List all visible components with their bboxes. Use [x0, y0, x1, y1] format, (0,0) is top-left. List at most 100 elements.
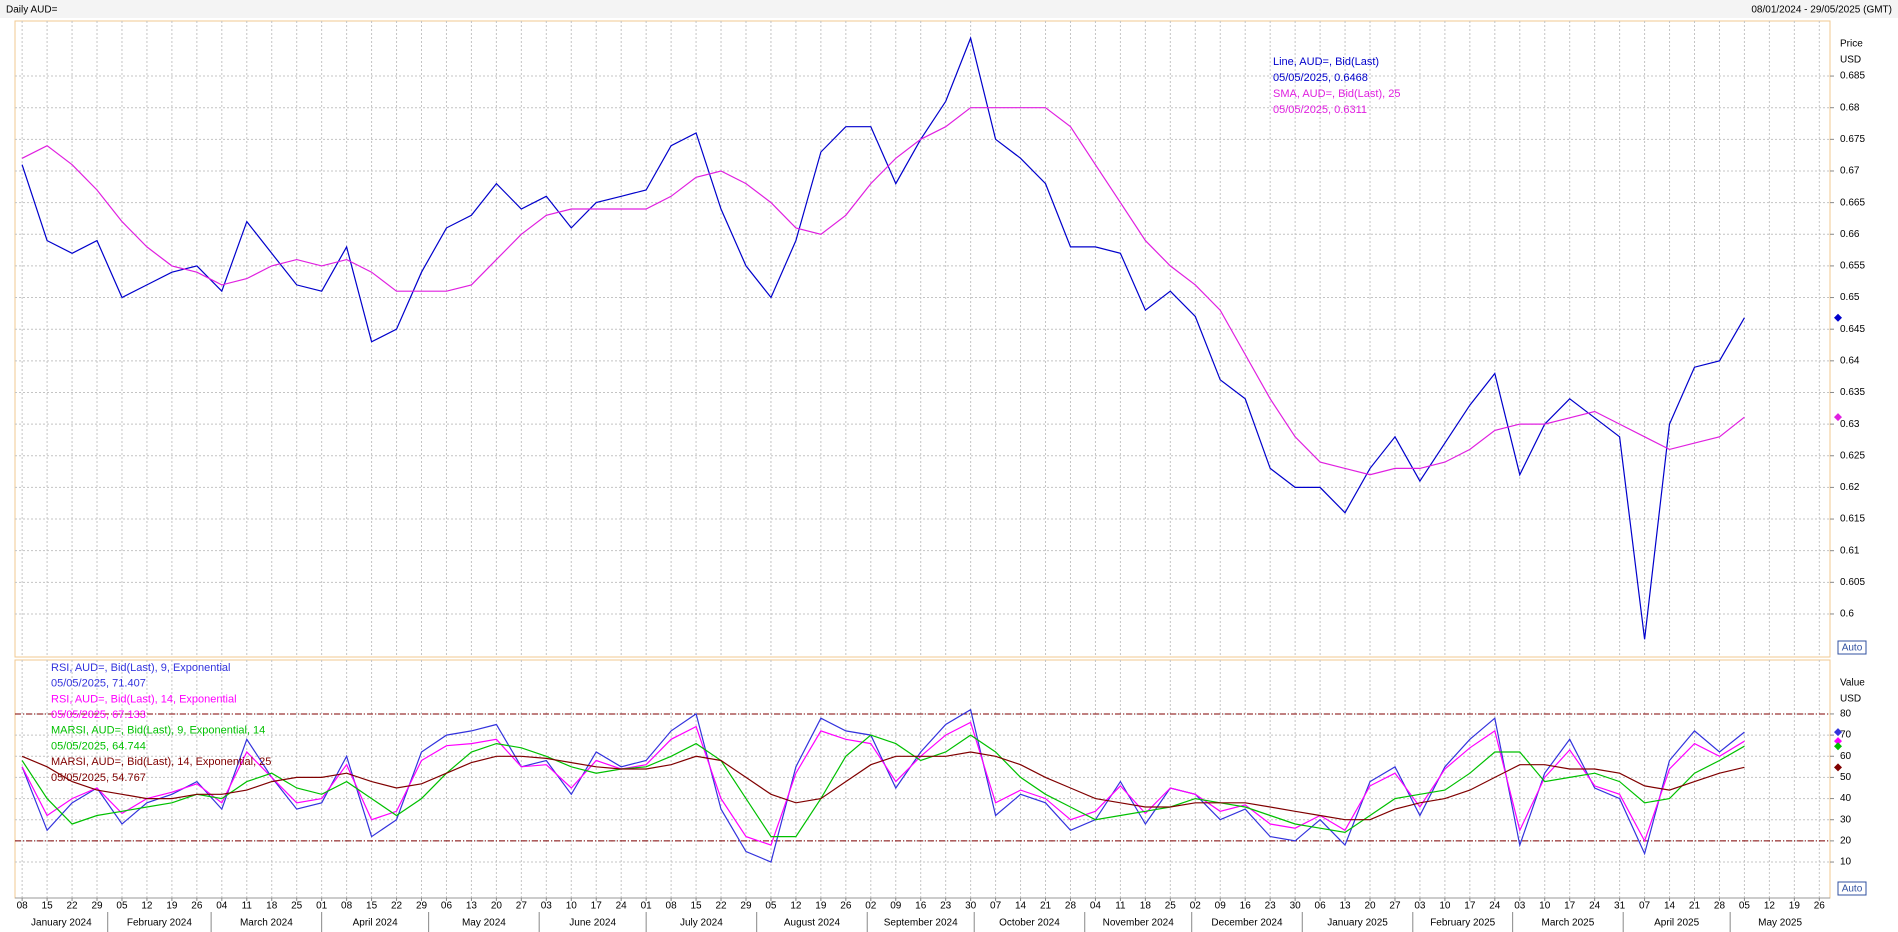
x-tick-label: 15	[366, 901, 378, 912]
legend-name: MARSI, AUD=, Bid(Last), 9, Exponential, …	[51, 725, 265, 737]
last-value-marker	[1834, 313, 1842, 322]
month-label: August 2024	[784, 918, 841, 929]
legend-value: 05/05/2025, 0.6311	[1273, 104, 1367, 116]
y-tick-label: 0.66	[1840, 229, 1860, 240]
x-tick-label: 17	[1564, 901, 1576, 912]
x-tick-label: 25	[1165, 901, 1177, 912]
y-tick-label: 0.675	[1840, 134, 1865, 145]
last-value-marker	[1834, 413, 1842, 422]
x-tick-label: 14	[1015, 901, 1027, 912]
x-tick-label: 30	[1290, 901, 1302, 912]
y-tick-label: 0.67	[1840, 166, 1860, 177]
x-tick-label: 08	[17, 901, 29, 912]
x-tick-label: 22	[391, 901, 403, 912]
x-tick-label: 07	[990, 901, 1002, 912]
y-tick-label: 60	[1840, 751, 1852, 762]
month-label: December 2024	[1211, 918, 1283, 929]
last-value-marker	[1834, 763, 1842, 772]
series-line	[21, 107, 1745, 476]
last-value-marker	[1834, 728, 1842, 737]
x-tick-label: 04	[216, 901, 228, 912]
series-line	[21, 734, 1745, 838]
x-tick-label: 17	[1464, 901, 1476, 912]
month-label: June 2024	[569, 918, 616, 929]
x-tick-label: 10	[1539, 901, 1551, 912]
legend-name: SMA, AUD=, Bid(Last), 25	[1273, 88, 1400, 100]
y-tick-label: 0.665	[1840, 197, 1865, 208]
month-label: November 2024	[1103, 918, 1175, 929]
y-tick-label: 0.64	[1840, 355, 1860, 366]
x-tick-label: 13	[1339, 901, 1351, 912]
x-tick-label: 05	[116, 901, 128, 912]
y-tick-label: 0.6	[1840, 609, 1854, 620]
x-tick-label: 30	[965, 901, 977, 912]
x-tick-label: 05	[1739, 901, 1751, 912]
y-axis-unit: USD	[1840, 55, 1861, 66]
y-tick-label: 20	[1840, 836, 1852, 847]
series-line	[21, 751, 1745, 821]
y-tick-label: 0.62	[1840, 482, 1860, 493]
x-tick-label: 11	[1115, 901, 1126, 912]
y-axis-label: Price	[1840, 39, 1863, 50]
x-tick-label: 09	[1215, 901, 1227, 912]
auto-button-label[interactable]: Auto	[1842, 643, 1863, 654]
x-tick-label: 09	[890, 901, 902, 912]
x-tick-label: 08	[666, 901, 678, 912]
x-tick-label: 21	[1040, 901, 1052, 912]
x-tick-label: 22	[715, 901, 727, 912]
series-line	[21, 721, 1745, 846]
auto-button[interactable]	[1837, 881, 1867, 896]
y-tick-label: 0.625	[1840, 450, 1865, 461]
x-tick-label: 24	[1589, 901, 1601, 912]
x-tick-label: 08	[341, 901, 353, 912]
x-tick-label: 19	[166, 901, 178, 912]
header-bar	[0, 0, 1898, 18]
x-tick-label: 03	[1514, 901, 1526, 912]
x-tick-label: 23	[940, 901, 952, 912]
x-tick-label: 24	[1489, 901, 1501, 912]
x-tick-label: 24	[616, 901, 628, 912]
month-label: February 2024	[127, 918, 192, 929]
x-tick-label: 29	[740, 901, 752, 912]
x-tick-label: 06	[441, 901, 453, 912]
y-tick-label: 50	[1840, 772, 1852, 783]
auto-button[interactable]	[1837, 640, 1867, 655]
x-tick-label: 19	[815, 901, 827, 912]
header-range: 08/01/2024 - 29/05/2025 (GMT)	[1751, 5, 1892, 16]
x-tick-label: 12	[790, 901, 802, 912]
x-tick-label: 27	[516, 901, 528, 912]
y-tick-label: 0.65	[1840, 292, 1860, 303]
legend-value: 05/05/2025, 67.133	[51, 709, 146, 721]
legend-name: RSI, AUD=, Bid(Last), 14, Exponential	[51, 693, 237, 705]
month-label: September 2024	[884, 918, 958, 929]
legend-value: 05/05/2025, 71.407	[51, 678, 146, 690]
x-tick-label: 13	[466, 901, 478, 912]
legend-name: RSI, AUD=, Bid(Last), 9, Exponential	[51, 662, 230, 674]
y-tick-label: 30	[1840, 814, 1852, 825]
x-tick-label: 23	[1265, 901, 1277, 912]
x-tick-label: 11	[242, 901, 253, 912]
header-title: Daily AUD=	[6, 5, 58, 16]
month-label: January 2024	[31, 918, 92, 929]
y-tick-label: 0.605	[1840, 577, 1865, 588]
month-label: April 2024	[353, 918, 398, 929]
month-label: May 2025	[1758, 918, 1802, 929]
x-tick-label: 29	[416, 901, 428, 912]
month-label: February 2025	[1430, 918, 1495, 929]
x-tick-label: 15	[691, 901, 703, 912]
legend-name: Line, AUD=, Bid(Last)	[1273, 56, 1379, 68]
x-tick-label: 10	[566, 901, 578, 912]
x-tick-label: 17	[591, 901, 603, 912]
month-label: October 2024	[999, 918, 1060, 929]
y-tick-label: 0.635	[1840, 387, 1865, 398]
x-tick-label: 29	[91, 901, 103, 912]
auto-button-label[interactable]: Auto	[1842, 884, 1863, 895]
y-tick-label: 40	[1840, 793, 1852, 804]
x-tick-label: 25	[291, 901, 303, 912]
legend-value: 05/05/2025, 0.6468	[1273, 72, 1368, 84]
x-tick-label: 07	[1639, 901, 1651, 912]
y-tick-label: 10	[1840, 857, 1852, 868]
month-label: May 2024	[462, 918, 506, 929]
x-tick-label: 05	[765, 901, 777, 912]
